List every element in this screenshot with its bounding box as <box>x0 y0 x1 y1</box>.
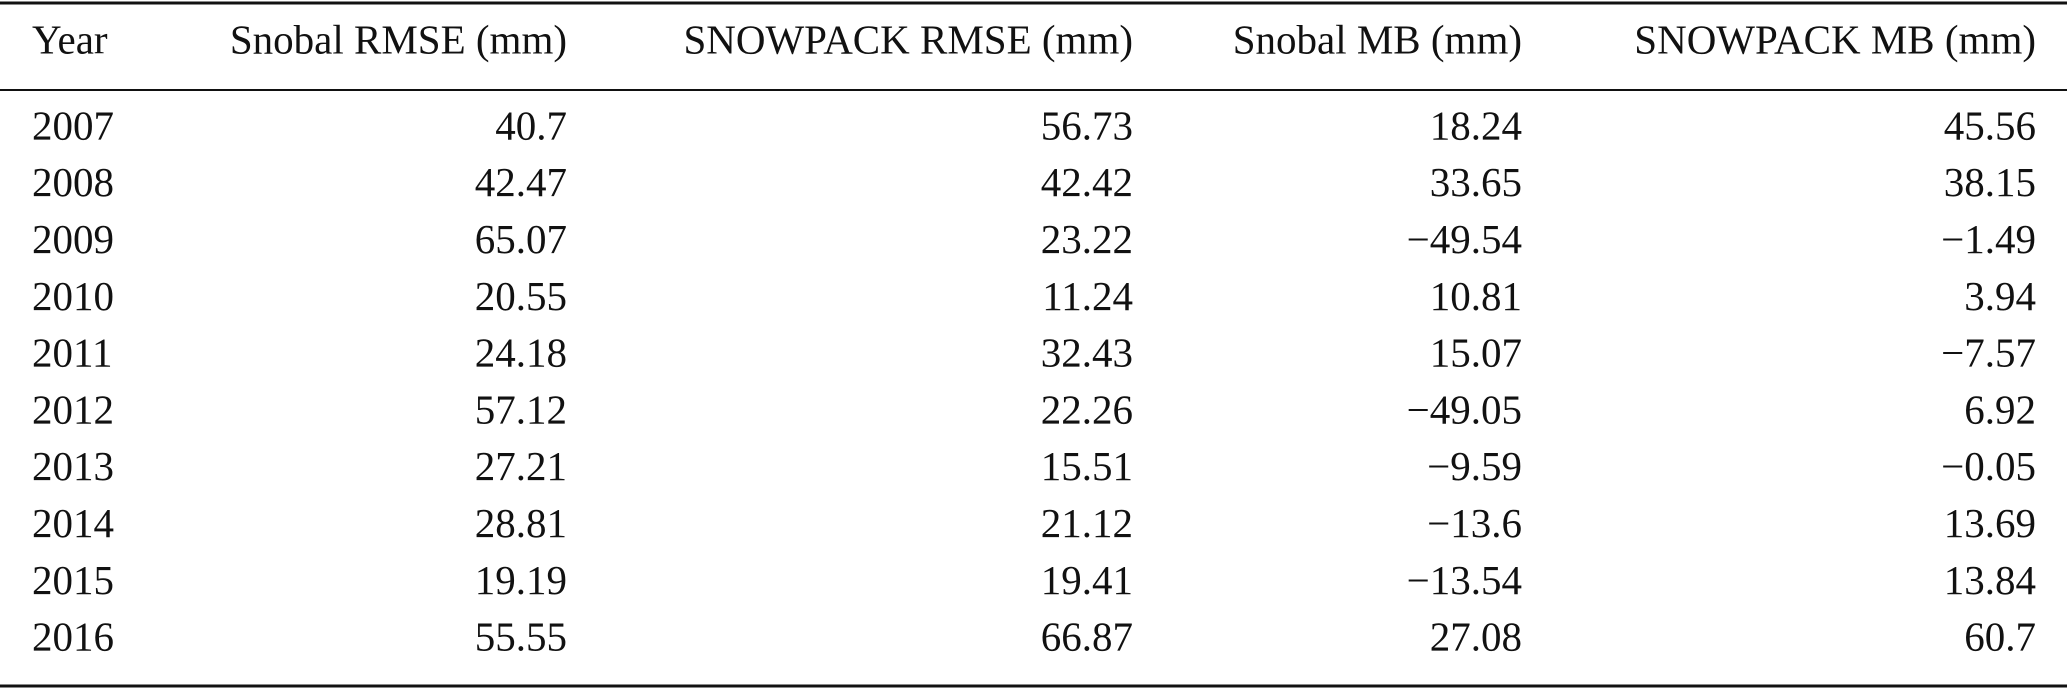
year-cell: 2009 <box>32 216 114 262</box>
header-cell: SNOWPACK MB (mm) <box>1634 16 2036 62</box>
header-cell: Year <box>32 16 108 62</box>
value-cell: 18.24 <box>1430 102 1522 148</box>
value-cell: 13.69 <box>1944 500 2036 546</box>
value-cell: −1.49 <box>1941 216 2036 262</box>
value-cell: 66.87 <box>1041 614 1133 660</box>
year-cell: 2010 <box>32 273 114 319</box>
value-cell: 15.51 <box>1041 443 1133 489</box>
value-cell: 10.81 <box>1430 273 1522 319</box>
value-cell: 42.42 <box>1041 159 1133 205</box>
value-cell: −49.05 <box>1407 386 1522 432</box>
value-cell: 11.24 <box>1042 273 1133 319</box>
year-cell: 2014 <box>32 500 114 546</box>
value-cell: 38.15 <box>1944 159 2036 205</box>
value-cell: 21.12 <box>1041 500 1133 546</box>
value-cell: 45.56 <box>1944 102 2036 148</box>
header-cell: Snobal RMSE (mm) <box>230 16 567 62</box>
value-cell: 32.43 <box>1041 330 1133 376</box>
value-cell: −13.6 <box>1427 500 1522 546</box>
value-cell: −13.54 <box>1407 557 1522 603</box>
value-cell: 15.07 <box>1430 330 1522 376</box>
value-cell: 20.55 <box>475 273 567 319</box>
value-cell: −0.05 <box>1941 443 2036 489</box>
year-cell: 2015 <box>32 557 114 603</box>
value-cell: 33.65 <box>1430 159 1522 205</box>
value-cell: 56.73 <box>1041 102 1133 148</box>
value-cell: 60.7 <box>1964 614 2036 660</box>
value-cell: 22.26 <box>1041 386 1133 432</box>
value-cell: 28.81 <box>475 500 567 546</box>
value-cell: −49.54 <box>1407 216 1522 262</box>
year-cell: 2008 <box>32 159 114 205</box>
value-cell: 19.19 <box>475 557 567 603</box>
header-cell: Snobal MB (mm) <box>1233 16 1522 62</box>
header-cell: SNOWPACK RMSE (mm) <box>683 16 1133 62</box>
value-cell: −9.59 <box>1427 443 1522 489</box>
value-cell: 13.84 <box>1944 557 2036 603</box>
value-cell: 57.12 <box>475 386 567 432</box>
value-cell: 65.07 <box>475 216 567 262</box>
value-cell: 24.18 <box>475 330 567 376</box>
value-cell: 27.08 <box>1430 614 1522 660</box>
year-cell: 2016 <box>32 614 114 660</box>
value-cell: 42.47 <box>475 159 567 205</box>
year-cell: 2007 <box>32 102 114 148</box>
value-cell: 40.7 <box>495 102 567 148</box>
value-cell: −7.57 <box>1941 330 2036 376</box>
year-cell: 2012 <box>32 386 114 432</box>
year-cell: 2011 <box>32 330 112 376</box>
value-cell: 55.55 <box>475 614 567 660</box>
value-cell: 23.22 <box>1041 216 1133 262</box>
value-cell: 19.41 <box>1041 557 1133 603</box>
year-cell: 2013 <box>32 443 114 489</box>
value-cell: 27.21 <box>475 443 567 489</box>
value-cell: 6.92 <box>1964 386 2036 432</box>
value-cell: 3.94 <box>1964 273 2036 319</box>
